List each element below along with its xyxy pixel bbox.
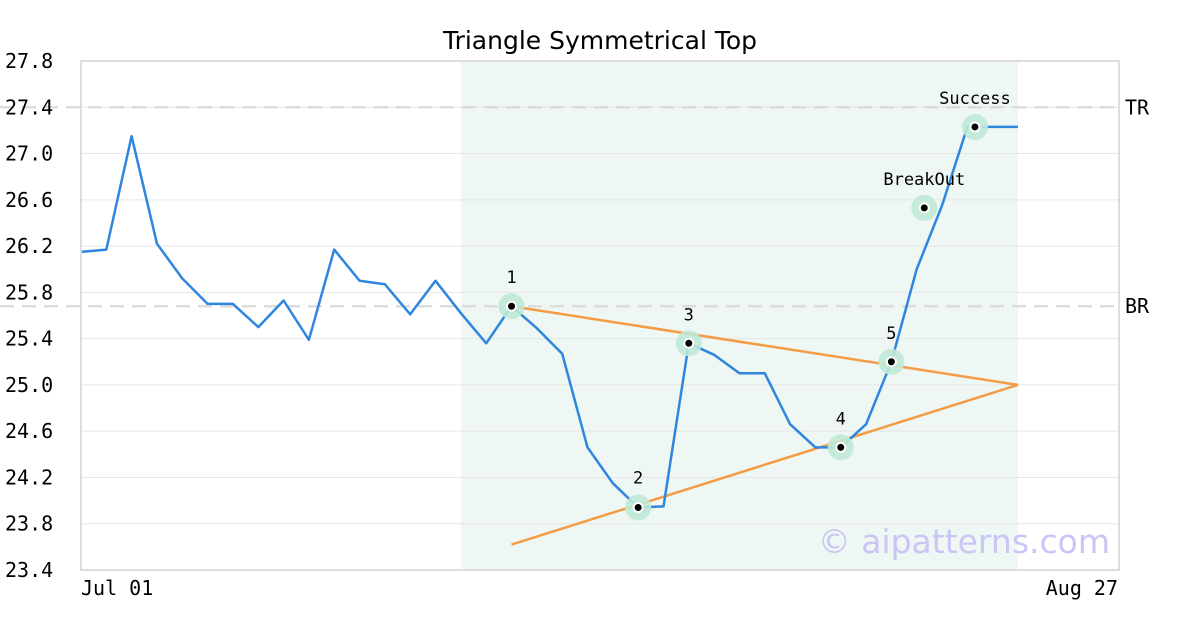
point-label: 2	[633, 469, 643, 489]
point-label: BreakOut	[883, 170, 965, 190]
y-tick-label: 26.6	[5, 188, 53, 212]
point-dot	[887, 358, 895, 366]
point-label: 1	[506, 268, 516, 288]
trendlines	[511, 305, 1019, 546]
point-dot	[971, 123, 979, 131]
point-dot	[920, 204, 928, 212]
level-lines: TR BR	[0, 95, 1150, 318]
y-tick-label: 25.0	[5, 373, 53, 397]
x-tick-start: Jul 01	[81, 576, 153, 600]
pattern-points: 1 2 3 4 5 BreakOut Success	[498, 89, 1011, 521]
y-axis-ticks: 27.8 27.4 27.0 26.6 26.2 25.8 25.4 25.0 24.6 24.2…	[5, 49, 53, 582]
y-tick-label: 26.2	[5, 234, 53, 258]
trendline	[511, 305, 1019, 387]
level-label: BR	[1125, 294, 1150, 318]
y-tick-label: 27.4	[5, 95, 53, 119]
y-tick-label: 25.8	[5, 280, 53, 304]
point-dot	[685, 339, 693, 347]
point-label: 5	[886, 324, 896, 344]
point-label: Success	[939, 89, 1011, 109]
point-dot	[508, 302, 516, 310]
point-label: 3	[684, 305, 694, 325]
point-label: 4	[836, 409, 846, 429]
y-tick-label: 24.6	[5, 419, 53, 443]
chart-title: Triangle Symmetrical Top	[442, 26, 757, 55]
plot-frame	[80, 60, 1120, 571]
x-tick-end: Aug 27	[1046, 576, 1118, 600]
series-line	[80, 125, 1018, 509]
y-tick-label: 23.8	[5, 512, 53, 536]
highlight-range	[460, 61, 1018, 570]
y-tick-label: 23.4	[5, 558, 53, 582]
point-dot	[837, 443, 845, 451]
y-tick-label: 27.8	[5, 49, 53, 73]
y-tick-label: 27.0	[5, 142, 53, 166]
point-dot	[634, 504, 642, 512]
y-tick-label: 25.4	[5, 327, 53, 351]
level-label: TR	[1125, 95, 1150, 119]
trendline	[511, 383, 1019, 546]
watermark: © aipatterns.com	[818, 522, 1110, 561]
y-tick-label: 24.2	[5, 465, 53, 489]
